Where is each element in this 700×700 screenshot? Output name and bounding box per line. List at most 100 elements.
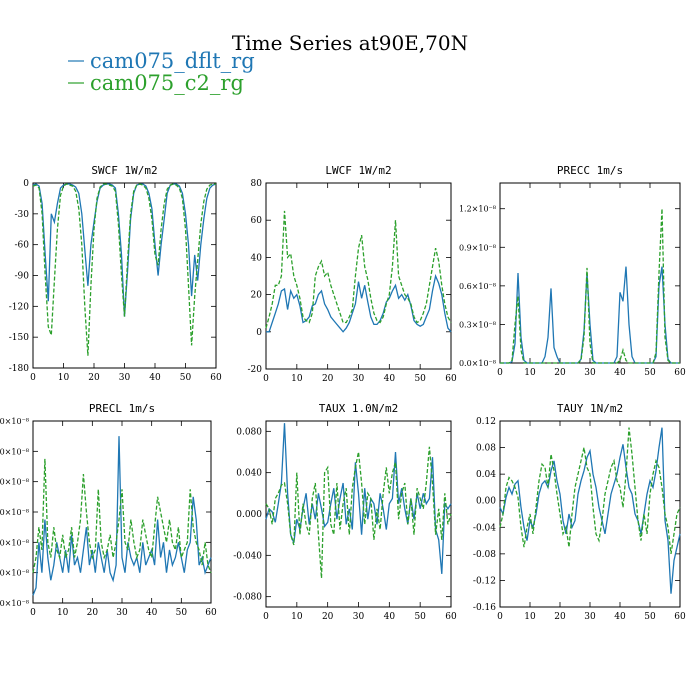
y-tick-label-4-1: -0.040	[233, 551, 262, 561]
x-tick-label-3-2: 20	[87, 608, 99, 618]
y-tick-label-5-1: -0.12	[473, 576, 496, 586]
x-tick-label-1-6: 60	[445, 374, 457, 384]
x-tick-label-5-4: 40	[614, 612, 626, 622]
x-tick-label-5-6: 60	[674, 612, 686, 622]
y-tick-label-1-2: 20	[251, 291, 263, 301]
panel-title-2: PRECC 1m/s	[557, 164, 623, 177]
y-tick-label-5-5: 0.04	[476, 470, 496, 480]
series-line-3-1	[32, 458, 212, 573]
x-tick-label-1-0: 0	[263, 374, 269, 384]
y-tick-label-1-3: 40	[251, 253, 263, 263]
y-tick-label-4-3: 0.040	[236, 469, 262, 479]
series-line-4-0	[265, 423, 452, 574]
series-line-2-1	[500, 208, 680, 364]
panel-title-0: SWCF 1W/m2	[91, 164, 157, 177]
panel-title-1: LWCF 1W/m2	[325, 164, 391, 177]
y-tick-label-4-2: 0.000	[236, 510, 262, 520]
y-tick-label-1-1: 0	[256, 328, 262, 338]
chart-panel-4: TAUX 1.0N/m2 0 10 20 30 40 50 60 -0.080 -0.040 0.0…	[233, 402, 457, 622]
x-tick-label-3-4: 40	[146, 608, 158, 618]
x-tick-label-2-3: 30	[584, 368, 596, 378]
y-tick-label-0-2: -60	[15, 241, 30, 251]
y-tick-label-3-2: .0×10⁻⁸	[0, 538, 29, 547]
y-tick-label-3-5: .0×10⁻⁸	[0, 447, 29, 456]
chart-panel-5: TAUY 1N/m2 0 10 20 30 40 50 60 -0.16 -0.12 -0.08 -0…	[473, 402, 686, 622]
y-tick-label-2-4: 1.2×10⁻⁸	[459, 205, 496, 214]
x-tick-label-2-2: 20	[554, 368, 566, 378]
y-tick-label-2-3: 0.9×10⁻⁸	[459, 243, 496, 252]
x-tick-label-1-2: 20	[322, 374, 334, 384]
y-tick-label-5-4: 0.00	[476, 497, 496, 507]
x-tick-label-4-1: 10	[291, 612, 303, 622]
plot-area-3	[32, 420, 212, 604]
chart-panel-3: PRECL 1m/s 0 10 20 30 40 50 60 .0×10⁻⁸ .0×10⁻⁸ .0×…	[0, 402, 217, 618]
y-tick-label-2-0: 0.0×10⁻⁸	[459, 359, 496, 368]
y-tick-label-5-3: -0.04	[473, 523, 496, 533]
x-tick-label-4-6: 60	[445, 612, 457, 622]
figure-title: Time Series at90E,70N	[232, 31, 468, 55]
x-tick-label-2-1: 10	[524, 368, 536, 378]
y-tick-label-3-0: .0×10⁻⁸	[0, 599, 29, 608]
x-tick-label-2-4: 40	[614, 368, 626, 378]
x-tick-label-1-5: 50	[414, 374, 426, 384]
y-tick-label-3-4: .0×10⁻⁸	[0, 478, 29, 487]
x-tick-label-3-1: 10	[57, 608, 69, 618]
y-tick-label-2-1: 0.3×10⁻⁸	[459, 320, 496, 329]
series-line-2-0	[500, 266, 680, 364]
y-tick-label-0-4: -120	[9, 302, 29, 312]
plot-area-5	[499, 420, 681, 608]
x-tick-label-1-4: 40	[384, 374, 396, 384]
x-tick-label-2-5: 50	[644, 368, 656, 378]
y-tick-label-5-2: -0.08	[473, 550, 496, 560]
x-tick-label-3-3: 30	[116, 608, 128, 618]
y-tick-label-0-3: -90	[15, 272, 30, 282]
x-tick-label-5-2: 20	[554, 612, 566, 622]
x-tick-label-1-1: 10	[291, 374, 303, 384]
legend-label-0: cam075_dflt_rg	[90, 49, 255, 73]
x-tick-label-0-1: 10	[58, 373, 70, 383]
legend: cam075_dflt_rg cam075_c2_rg	[68, 49, 255, 95]
series-line-5-0	[499, 427, 681, 594]
x-tick-label-5-3: 30	[584, 612, 596, 622]
series-line-1-0	[266, 273, 452, 333]
y-tick-label-2-2: 0.6×10⁻⁸	[459, 282, 496, 291]
x-tick-label-0-5: 50	[180, 373, 192, 383]
x-tick-label-3-0: 0	[30, 608, 36, 618]
series-line-1-1	[265, 210, 452, 329]
y-tick-label-0-1: -30	[15, 210, 30, 220]
x-tick-label-2-0: 0	[497, 368, 503, 378]
y-tick-label-0-6: -180	[9, 364, 29, 374]
y-tick-label-3-6: .0×10⁻⁸	[0, 417, 29, 426]
series-line-5-1	[499, 427, 681, 554]
panel-title-3: PRECL 1m/s	[89, 402, 155, 415]
x-tick-label-3-5: 50	[176, 608, 188, 618]
y-tick-label-4-4: 0.080	[236, 427, 262, 437]
x-tick-label-0-0: 0	[30, 373, 36, 383]
series-line-0-1	[32, 183, 216, 356]
x-tick-label-4-5: 50	[414, 612, 426, 622]
y-tick-label-3-3: .0×10⁻⁸	[0, 508, 29, 517]
y-tick-label-1-4: 60	[251, 216, 263, 226]
x-tick-label-4-3: 30	[353, 612, 365, 622]
y-tick-label-1-5: 80	[251, 179, 263, 189]
y-tick-label-4-0: -0.080	[233, 593, 262, 603]
y-tick-label-5-0: -0.16	[473, 603, 496, 613]
legend-label-1: cam075_c2_rg	[90, 71, 244, 95]
x-tick-label-1-3: 30	[353, 374, 365, 384]
y-tick-label-3-1: .0×10⁻⁸	[0, 569, 29, 578]
x-tick-label-3-6: 60	[205, 608, 217, 618]
x-tick-label-0-6: 60	[210, 373, 222, 383]
x-tick-label-4-2: 20	[322, 612, 334, 622]
x-tick-label-5-1: 10	[524, 612, 536, 622]
y-tick-label-5-7: 0.12	[476, 417, 496, 427]
chart-panel-2: PRECC 1m/s 0 10 20 30 40 50 60 0.0×10⁻⁸ 0.3×10⁻⁸ 0…	[459, 164, 686, 378]
x-tick-label-4-4: 40	[384, 612, 396, 622]
y-tick-label-1-0: -20	[248, 365, 263, 375]
panel-title-4: TAUX 1.0N/m2	[319, 402, 398, 415]
x-tick-label-0-4: 40	[149, 373, 161, 383]
y-tick-label-0-0: 0	[23, 179, 29, 189]
panel-title-5: TAUY 1N/m2	[557, 402, 623, 415]
x-tick-label-4-0: 0	[263, 612, 269, 622]
